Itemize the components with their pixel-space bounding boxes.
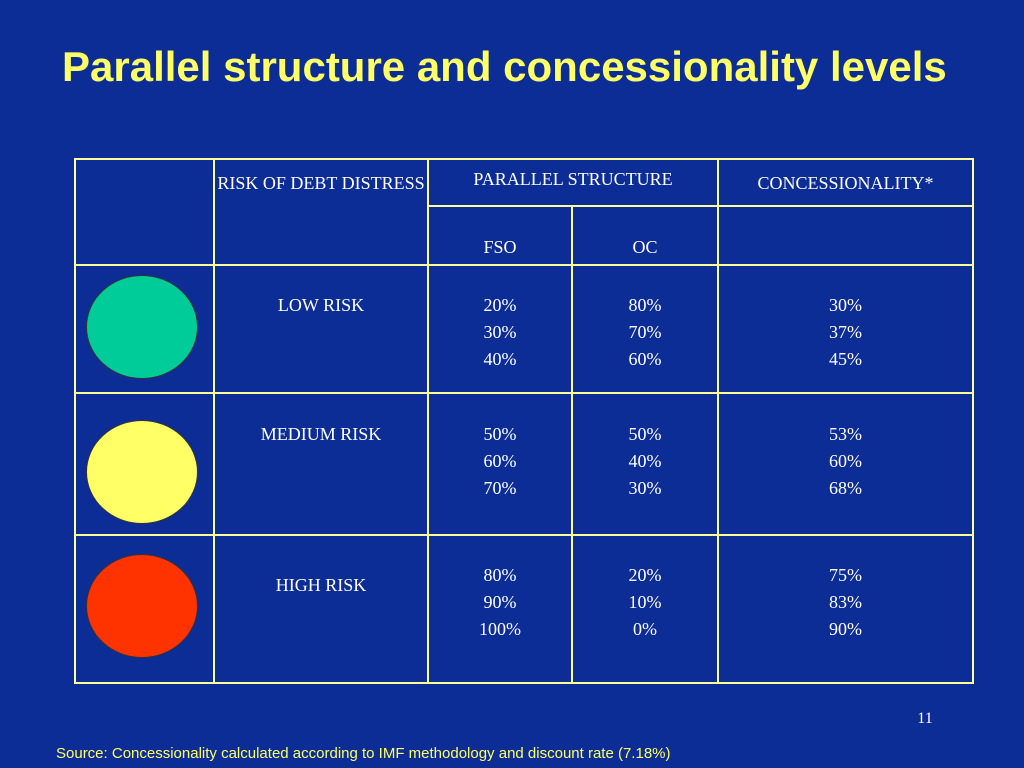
header-concessionality: CONCESSIONALITY* xyxy=(757,173,934,193)
page-number: 11 xyxy=(917,710,933,727)
grid-line xyxy=(571,205,573,682)
risk-label-medium: MEDIUM RISK xyxy=(260,424,382,444)
concessionality-values-low: 30% 37% 45% xyxy=(829,295,862,369)
grid-line xyxy=(76,392,972,394)
risk-table: RISK OF DEBT DISTRESS PARALLEL STRUCTURE… xyxy=(74,158,974,684)
oc-values-medium: 50% 40% 30% xyxy=(628,424,662,498)
grid-line xyxy=(427,205,717,207)
fso-values-low: 20% 30% 40% xyxy=(483,295,517,369)
grid-line xyxy=(717,205,972,207)
oc-values-low: 80% 70% 60% xyxy=(628,295,662,369)
grid-line xyxy=(213,160,215,682)
green-traffic-light-icon xyxy=(86,275,198,379)
risk-label-low: LOW RISK xyxy=(277,295,365,315)
header-risk-of-debt-distress: RISK OF DEBT DISTRESS xyxy=(217,173,425,193)
header-oc: OC xyxy=(632,237,658,257)
header-fso: FSO xyxy=(483,237,517,257)
grid-line xyxy=(427,160,429,682)
grid-line xyxy=(717,160,719,682)
red-traffic-light-icon xyxy=(86,554,198,658)
yellow-traffic-light-icon xyxy=(86,420,198,524)
grid-line xyxy=(76,534,972,536)
concessionality-values-high: 75% 83% 90% xyxy=(829,565,862,639)
concessionality-values-medium: 53% 60% 68% xyxy=(829,424,862,498)
fso-values-high: 80% 90% 100% xyxy=(479,565,521,639)
slide-title: Parallel structure and concessionality l… xyxy=(62,43,947,90)
risk-label-high: HIGH RISK xyxy=(275,575,367,595)
fso-values-medium: 50% 60% 70% xyxy=(483,424,517,498)
oc-values-high: 20% 10% 0% xyxy=(628,565,662,639)
source-note: Source: Concessionality calculated accor… xyxy=(56,745,671,762)
grid-line xyxy=(76,264,972,266)
header-parallel-structure: PARALLEL STRUCTURE xyxy=(473,169,673,189)
